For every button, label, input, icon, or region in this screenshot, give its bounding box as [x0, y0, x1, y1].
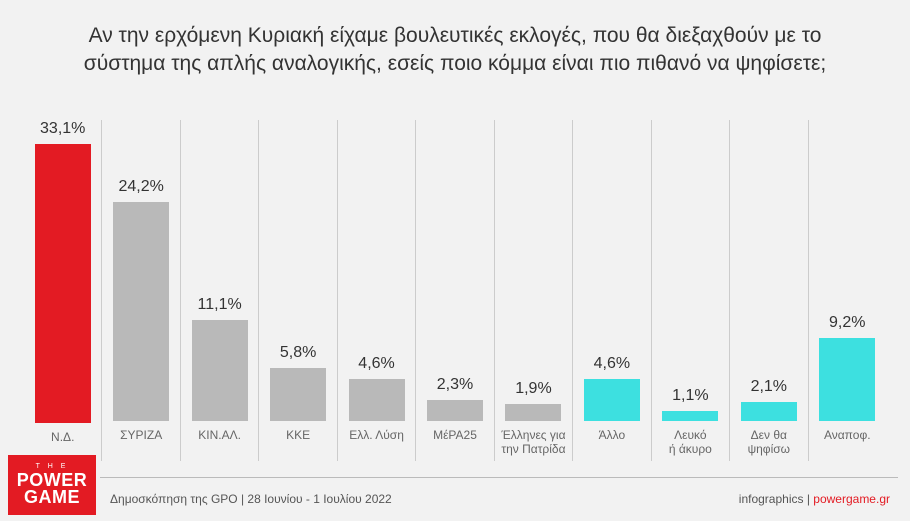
bar-category-label: Δεν θα ψηφίσω: [748, 429, 790, 461]
bar-value-label: 33,1%: [40, 120, 85, 138]
bar-category-label: Λευκό ή άκυρο: [669, 429, 712, 461]
bar-group: 4,6% Ελλ. Λύση: [342, 120, 411, 461]
bar-group: 1,1% Λευκό ή άκυρο: [656, 120, 725, 461]
bar: [505, 404, 561, 421]
bar-group: 1,9% Έλληνες για την Πατρίδα: [499, 120, 568, 461]
bar-value-label: 9,2%: [829, 314, 865, 332]
bar-separator: [180, 120, 181, 461]
bar-value-label: 2,3%: [437, 376, 473, 394]
bar: [192, 320, 248, 421]
bar: [584, 379, 640, 421]
infographic-container: Αν την ερχόμενη Κυριακή είχαμε βουλευτικ…: [0, 0, 910, 521]
bar-separator: [494, 120, 495, 461]
bar: [270, 368, 326, 421]
bar: [662, 411, 718, 421]
footer: T H E POWER GAME Δημοσκόπηση της GPO | 2…: [0, 477, 910, 521]
bar-value-label: 2,1%: [751, 378, 787, 396]
bar: [113, 202, 169, 421]
bar-value-label: 11,1%: [198, 296, 242, 314]
bar-separator: [258, 120, 259, 461]
bar-group: 4,6% Άλλο: [577, 120, 646, 461]
bar: [349, 379, 405, 421]
bar-value-label: 1,9%: [515, 380, 551, 398]
bar-separator: [572, 120, 573, 461]
footer-brand: powergame.gr: [813, 492, 890, 506]
bar: [35, 144, 91, 423]
bar-category-label: ΚΚΕ: [286, 429, 310, 461]
bar-category-label: ΣΥΡΙΖΑ: [120, 429, 162, 461]
logo-the: T H E: [36, 464, 69, 471]
bar: [819, 338, 875, 421]
bar-group: 5,8% ΚΚΕ: [263, 120, 332, 461]
bar-group: 9,2% Αναποφ.: [813, 120, 882, 461]
bar-separator: [101, 120, 102, 461]
bar-separator: [415, 120, 416, 461]
chart-title: Αν την ερχόμενη Κυριακή είχαμε βουλευτικ…: [0, 0, 910, 89]
footer-credit: infographics | powergame.gr: [739, 492, 890, 506]
bar-separator: [729, 120, 730, 461]
bar-value-label: 1,1%: [672, 387, 708, 405]
bar-category-label: ΚΙΝ.ΑΛ.: [198, 429, 241, 461]
bar: [741, 402, 797, 421]
bar-category-label: Έλληνες για την Πατρίδα: [501, 429, 565, 461]
bar-value-label: 24,2%: [118, 178, 163, 196]
bar-value-label: 4,6%: [358, 355, 394, 373]
bar-category-label: Ελλ. Λύση: [349, 429, 404, 461]
powergame-logo: T H E POWER GAME: [8, 455, 96, 515]
footer-prefix: infographics |: [739, 492, 814, 506]
bar-separator: [808, 120, 809, 461]
bar-category-label: ΜέΡΑ25: [433, 429, 477, 461]
footer-separator: [100, 477, 898, 478]
bar-group: 11,1% ΚΙΝ.ΑΛ.: [185, 120, 254, 461]
bar-category-label: Άλλο: [599, 429, 626, 461]
bar: [427, 400, 483, 421]
logo-line2: GAME: [24, 489, 80, 506]
bar-separator: [651, 120, 652, 461]
bar-group: 2,3% ΜέΡΑ25: [420, 120, 489, 461]
bar-value-label: 5,8%: [280, 344, 316, 362]
bar-group: 2,1% Δεν θα ψηφίσω: [734, 120, 803, 461]
footer-source: Δημοσκόπηση της GPO | 28 Ιουνίου - 1 Ιου…: [110, 492, 392, 506]
bar-category-label: Αναποφ.: [824, 429, 871, 461]
bar-group: 24,2% ΣΥΡΙΖΑ: [106, 120, 175, 461]
bar-group: 33,1%Ν.Δ.: [28, 120, 97, 461]
chart-area: 33,1%Ν.Δ. 24,2% ΣΥΡΙΖΑ 11,1% ΚΙΝ.ΑΛ. 5,8% ΚΚΕ 4…: [28, 120, 882, 461]
bar-separator: [337, 120, 338, 461]
bar-value-label: 4,6%: [594, 355, 630, 373]
